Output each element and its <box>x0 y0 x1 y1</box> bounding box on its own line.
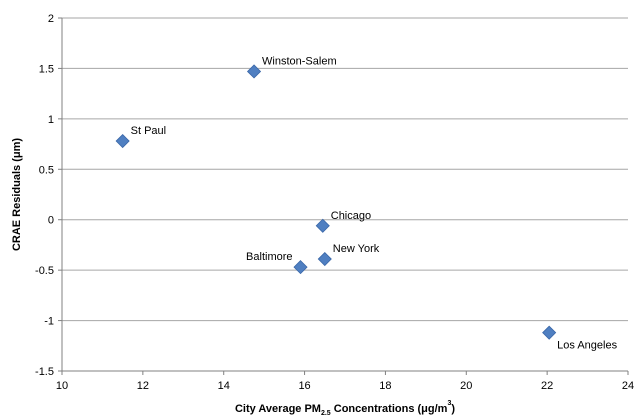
x-tick-label: 24 <box>622 380 634 392</box>
data-point-5 <box>542 325 557 340</box>
y-tick-label: 1.5 <box>39 63 54 75</box>
x-tick-label: 20 <box>460 380 472 392</box>
y-tick-label: 1 <box>48 114 54 126</box>
axes <box>58 17 629 375</box>
x-tick-label: 14 <box>218 380 230 392</box>
y-tick-label: 0 <box>48 215 54 227</box>
y-tick-label: -1 <box>44 316 54 328</box>
x-tick-label: 12 <box>137 380 149 392</box>
x-tick-label: 10 <box>56 380 68 392</box>
data-point-0 <box>246 64 262 79</box>
point-labels: Winston-Salem St Paul Chicago New York Balti… <box>131 55 618 351</box>
data-point-3 <box>317 251 332 267</box>
y-tick-label: 0.5 <box>39 164 54 176</box>
y-tick-label: -1.5 <box>35 366 54 378</box>
data-point-2 <box>315 218 330 233</box>
point-label-3: New York <box>333 243 380 255</box>
data-point-1 <box>115 133 130 149</box>
point-label-1: St Paul <box>131 125 166 137</box>
point-label-0: Winston-Salem <box>262 55 337 67</box>
data-point-4 <box>293 260 308 275</box>
y-tick-label: -0.5 <box>35 265 54 277</box>
y-tick-label: 2 <box>48 13 54 25</box>
x-axis-label: City Average PM2.5 Concentrations (μg/m3… <box>235 400 455 417</box>
x-tick-label: 18 <box>379 380 391 392</box>
y-axis-label: CRAE Residuals (μm) <box>11 138 23 251</box>
point-label-5: Los Angeles <box>557 340 617 352</box>
y-tick-labels: -1.5 -1 -0.5 0 0.5 1 1.5 2 <box>35 13 54 378</box>
point-label-4: Baltimore <box>246 251 292 263</box>
x-tick-label: 16 <box>298 380 310 392</box>
x-tick-labels: 10 12 14 16 18 20 22 24 <box>56 380 634 392</box>
data-points <box>115 64 557 340</box>
gridlines <box>62 17 628 322</box>
point-label-2: Chicago <box>331 210 371 222</box>
x-tick-label: 22 <box>541 380 553 392</box>
